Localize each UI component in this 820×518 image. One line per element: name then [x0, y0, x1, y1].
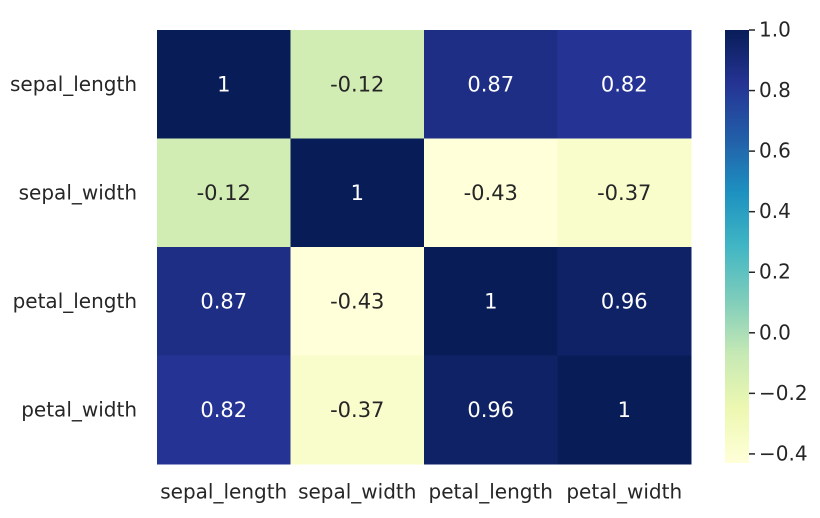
colorbar-tick-label-1: 0.8	[759, 78, 791, 102]
cell-annotation-2-3: 0.96	[601, 289, 648, 313]
colorbar-tick-label-4: 0.2	[759, 260, 791, 284]
x-tick-label-0: sepal_length	[160, 480, 287, 504]
cell-annotation-0-0: 1	[217, 72, 230, 96]
colorbar-gradient	[725, 30, 749, 463]
cell-annotation-3-1: -0.37	[330, 398, 384, 422]
cell-annotation-1-0: -0.12	[197, 181, 251, 205]
y-tick-label-1: sepal_width	[19, 180, 137, 204]
cell-annotation-3-3: 1	[618, 398, 631, 422]
cell-annotation-3-2: 0.96	[467, 398, 514, 422]
heatmap-cells	[157, 30, 692, 465]
x-tick-label-3: petal_width	[566, 480, 682, 504]
heatmap-cell-0-3	[557, 30, 692, 139]
heatmap-cell-1-2	[424, 138, 558, 248]
cell-annotation-1-2: -0.43	[464, 181, 518, 205]
cell-annotation-2-2: 1	[484, 289, 497, 313]
colorbar-tick-label-0: 1.0	[759, 18, 791, 42]
cell-annotation-0-2: 0.87	[467, 72, 514, 96]
colorbar-tick-label-3: 0.4	[759, 199, 791, 223]
cell-annotation-2-0: 0.87	[200, 289, 247, 313]
heatmap-cell-2-1	[290, 247, 425, 356]
heatmap-annotations: 1 -0.12 0.87 0.82 -0.12 1 -0.43 -0.37 0.87 -0.43 1…	[197, 72, 652, 422]
heatmap-cell-0-0	[157, 30, 291, 139]
heatmap-cell-1-1	[290, 138, 425, 248]
cell-annotation-1-1: 1	[351, 181, 364, 205]
colorbar-tick-label-6: −0.2	[759, 381, 808, 405]
x-tick-label-1: sepal_width	[298, 480, 416, 504]
heatmap-cell-1-0	[157, 138, 291, 248]
heatmap-cell-3-1	[290, 355, 425, 465]
heatmap-cell-3-2	[424, 355, 558, 465]
heatmap-cell-1-3	[557, 138, 692, 248]
colorbar-tick-label-5: 0.0	[759, 320, 791, 344]
cell-annotation-0-3: 0.82	[601, 72, 648, 96]
heatmap-cell-3-3	[557, 355, 692, 465]
colorbar-tick-label-7: −0.4	[759, 441, 808, 465]
y-tick-label-0: sepal_length	[10, 72, 137, 96]
colorbar: 1.0 0.8 0.6 0.4 0.2 0.0 −0.2 −0.4	[725, 18, 808, 465]
cell-annotation-1-3: -0.37	[597, 181, 651, 205]
cell-annotation-2-1: -0.43	[330, 289, 384, 313]
heatmap-cell-2-0	[157, 247, 291, 356]
cell-annotation-3-0: 0.82	[200, 398, 247, 422]
heatmap-cell-0-1	[290, 30, 425, 139]
heatmap-cell-2-3	[557, 247, 692, 356]
heatmap-cell-3-0	[157, 355, 291, 465]
cell-annotation-0-1: -0.12	[330, 72, 384, 96]
y-tick-label-2: petal_length	[13, 289, 137, 313]
colorbar-tick-label-2: 0.6	[759, 139, 791, 163]
y-tick-label-3: petal_width	[21, 397, 137, 421]
x-axis: sepal_length sepal_width petal_length petal…	[160, 480, 682, 504]
y-axis: sepal_length sepal_width petal_lengthpetal…	[10, 72, 137, 422]
heatmap-cell-0-2	[424, 30, 558, 139]
x-tick-label-2: petal_length	[429, 480, 553, 504]
heatmap-cell-2-2	[424, 247, 558, 356]
